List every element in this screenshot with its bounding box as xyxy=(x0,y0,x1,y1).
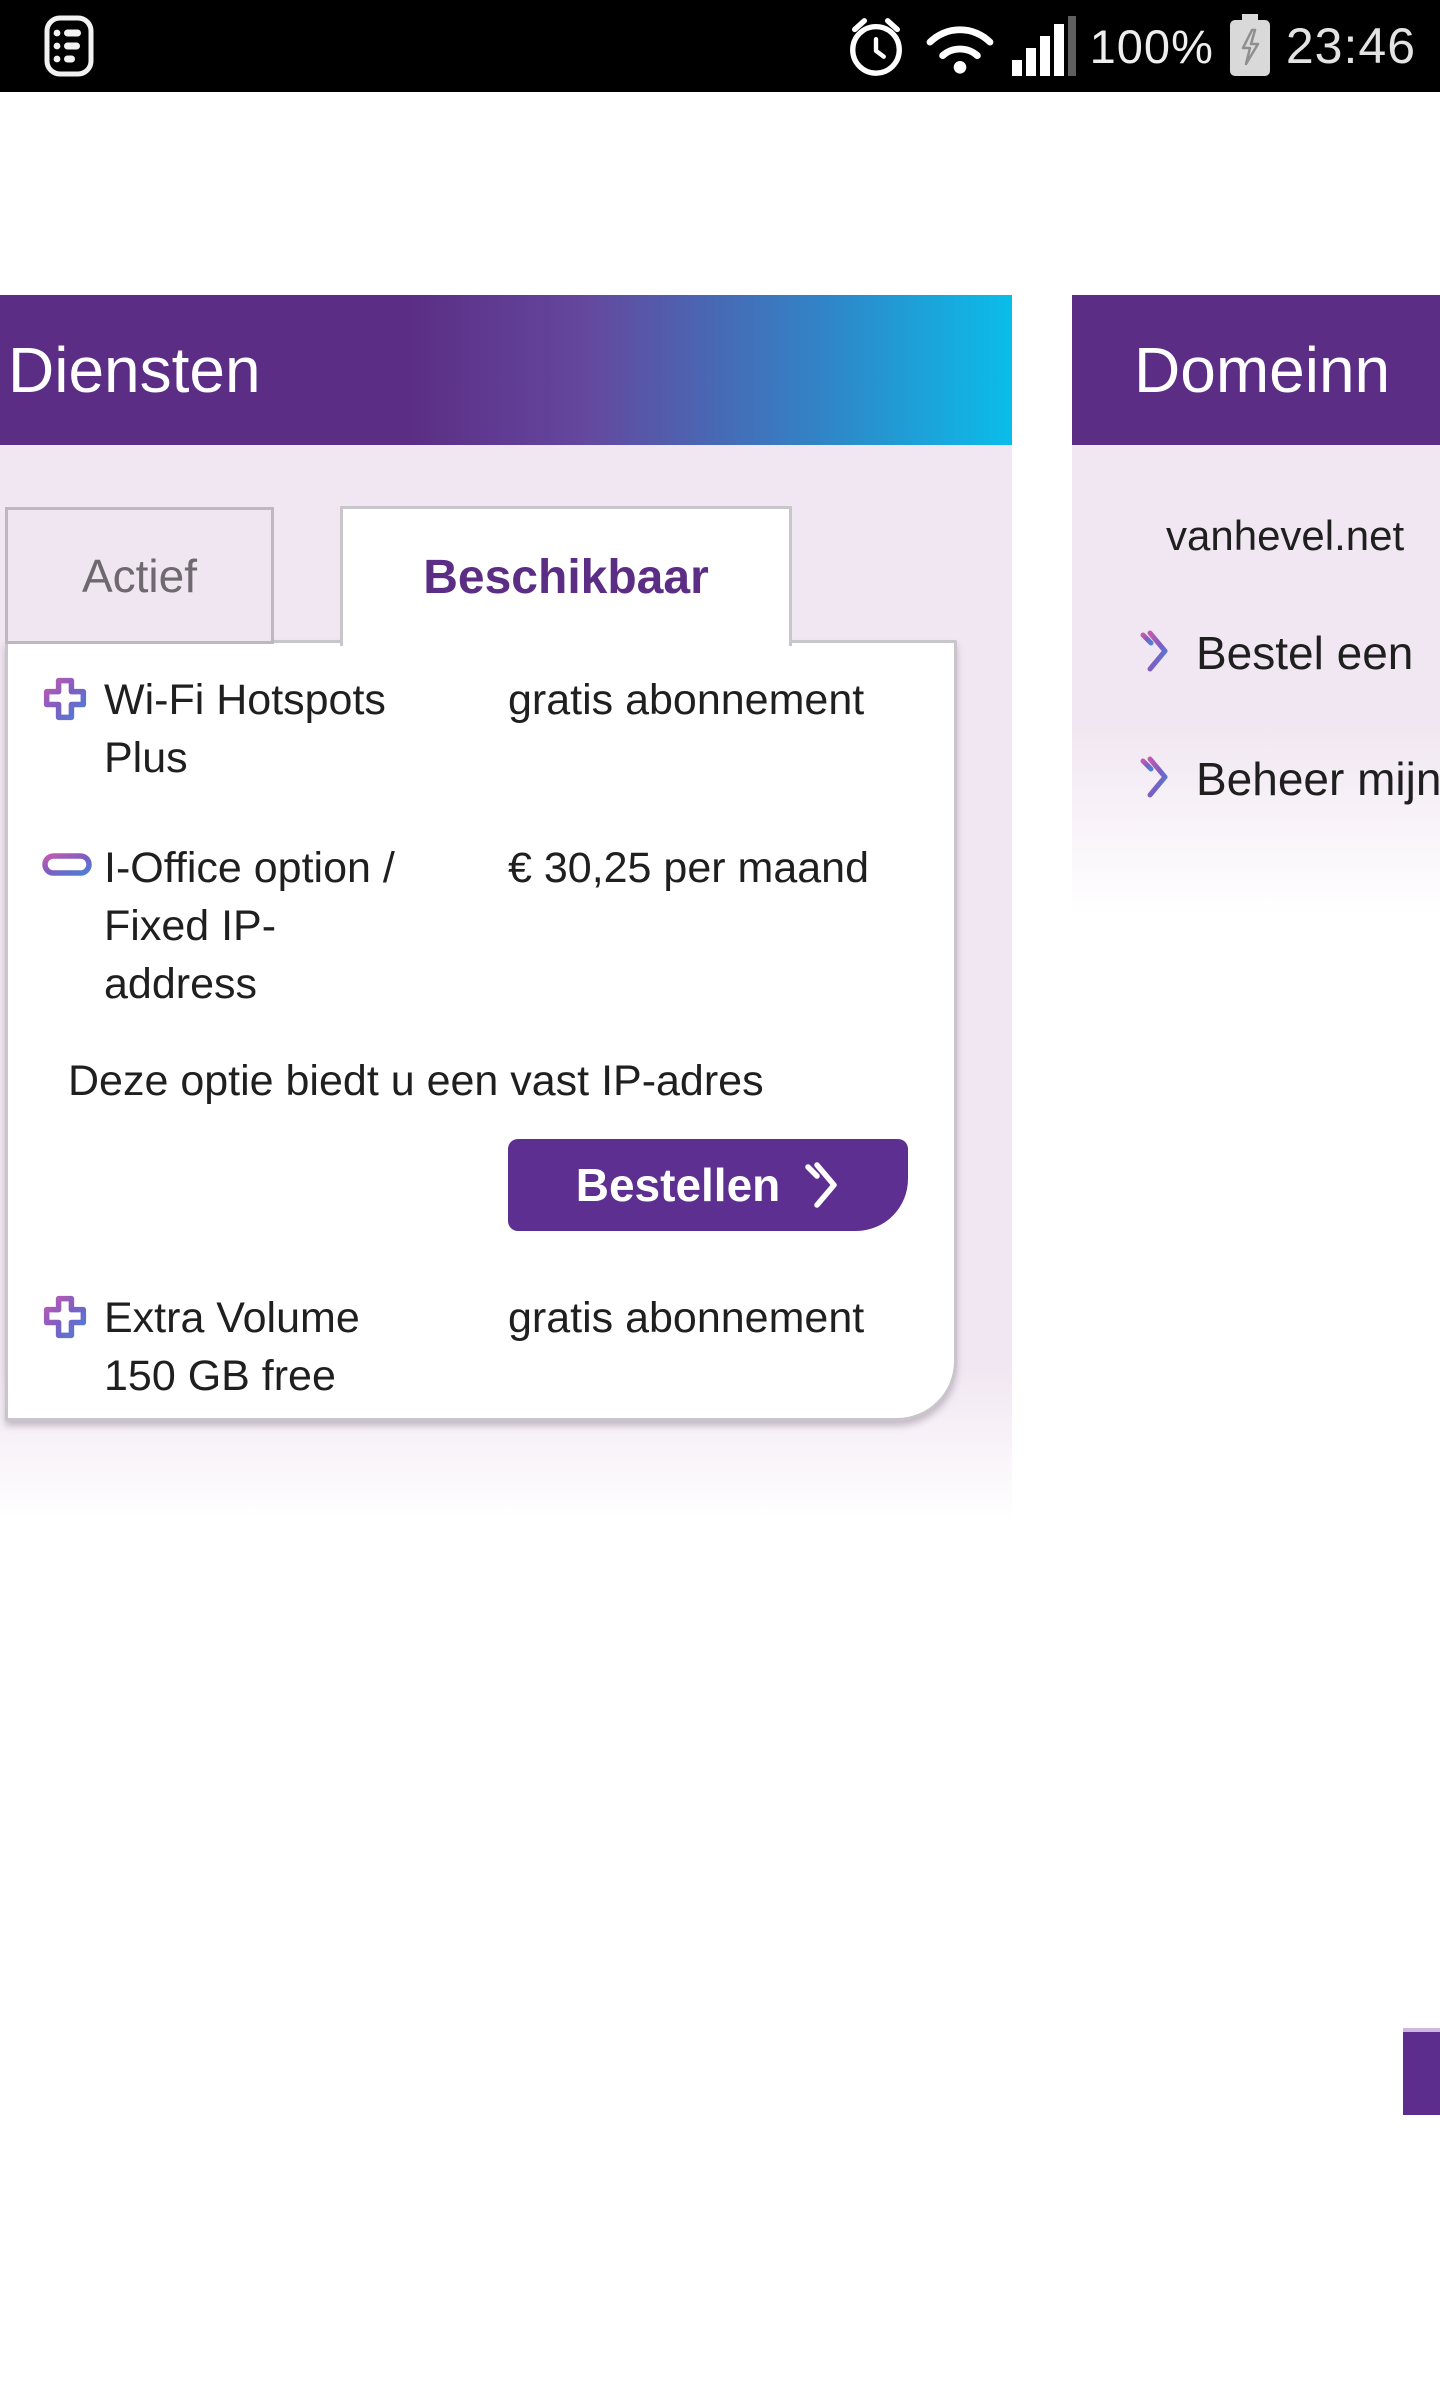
signal-strength-icon xyxy=(1011,16,1076,76)
services-title: Diensten xyxy=(8,334,261,406)
link-label: Beheer mijn xyxy=(1196,753,1440,805)
service-price: € 30,25 per maand xyxy=(508,844,869,892)
service-price: gratis abonnement xyxy=(508,676,865,724)
domain-name: vanhevel.net xyxy=(1166,512,1405,559)
tab-beschikbaar-label: Beschikbaar xyxy=(423,551,709,604)
service-item-ioffice[interactable]: I-Office option / Fixed IP-address € 30,… xyxy=(38,839,912,1013)
domains-header: Domeinn xyxy=(1072,295,1440,445)
services-header: Diensten xyxy=(0,295,1012,445)
status-bar: 100% 23:46 xyxy=(0,0,1440,92)
double-chevron-icon xyxy=(1138,628,1170,674)
alarm-clock-icon xyxy=(844,13,908,79)
double-chevron-icon xyxy=(1138,754,1170,800)
service-name: Wi-Fi Hotspots Plus xyxy=(104,676,386,782)
link-label: Bestel een xyxy=(1196,627,1414,679)
order-button[interactable]: Bestellen xyxy=(508,1139,908,1231)
service-name: Extra Volume 150 GB free xyxy=(104,1294,360,1400)
domains-title: Domeinn xyxy=(1134,334,1391,406)
plus-icon xyxy=(42,1295,88,1339)
notes-list-icon xyxy=(44,15,94,77)
service-name: I-Office option / Fixed IP-address xyxy=(104,844,395,1008)
tab-beschikbaar[interactable]: Beschikbaar xyxy=(340,506,792,646)
order-button-label: Bestellen xyxy=(575,1159,781,1211)
service-price: gratis abonnement xyxy=(508,1294,865,1342)
link-manage-domains[interactable]: Beheer mijn xyxy=(1138,752,1440,806)
minus-icon xyxy=(42,853,92,877)
clock-time: 23:46 xyxy=(1285,18,1416,74)
plus-icon xyxy=(42,677,88,721)
tab-actief-label: Actief xyxy=(81,549,198,602)
chevron-right-icon xyxy=(802,1160,840,1210)
link-order-domain[interactable]: Bestel een xyxy=(1138,626,1413,680)
service-description: Deze optie biedt u een vast IP-adres xyxy=(68,1057,764,1105)
services-card: Wi-Fi Hotspots Plus gratis abonnement I-… xyxy=(5,640,957,1421)
service-item-wifi-hotspots[interactable]: Wi-Fi Hotspots Plus gratis abonnement xyxy=(38,671,912,787)
domains-panel-background xyxy=(1072,445,1440,915)
wifi-icon xyxy=(922,16,998,76)
tab-actief[interactable]: Actief xyxy=(5,507,274,644)
service-item-extra-volume[interactable]: Extra Volume 150 GB free gratis abonneme… xyxy=(38,1289,912,1405)
battery-charging-icon xyxy=(1228,14,1272,78)
edge-partial-button[interactable] xyxy=(1403,2028,1440,2115)
battery-percent: 100% xyxy=(1089,19,1214,73)
